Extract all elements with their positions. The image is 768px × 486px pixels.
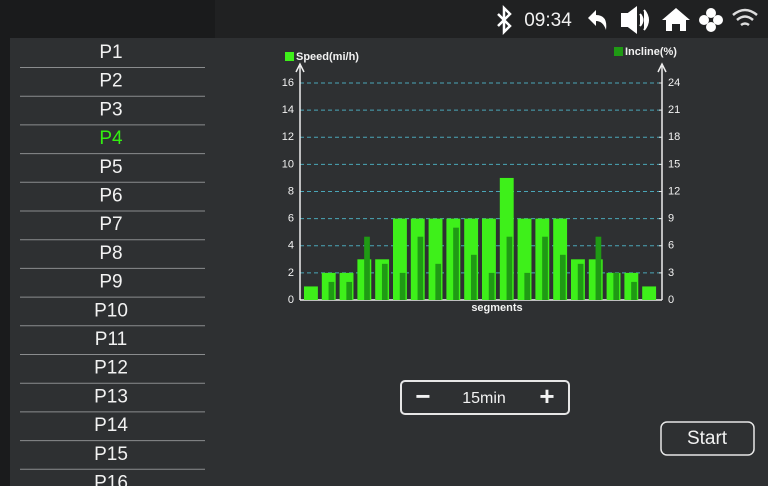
y-tick-label: 10 [282, 158, 294, 170]
fan-icon[interactable] [699, 8, 723, 32]
y2-tick-label: 21 [668, 104, 680, 116]
y2-tick-label: 18 [668, 131, 680, 143]
incline-bar [613, 272, 620, 300]
program-item[interactable]: P14 [94, 415, 128, 436]
bluetooth-icon [497, 4, 512, 36]
program-item[interactable]: P1 [99, 42, 122, 63]
incline-bar [595, 236, 602, 300]
y-tick-label: 2 [288, 267, 294, 279]
start-button[interactable] [660, 421, 755, 456]
wifi-icon [732, 8, 758, 27]
y2-axis-arrow [657, 62, 667, 73]
duration-box [400, 380, 570, 415]
incline-bar [435, 263, 442, 300]
y2-tick-label: 0 [668, 294, 674, 306]
clock: 09:34 [524, 10, 572, 31]
legend-label: Incline(%) [625, 46, 677, 58]
x-axis-label: segments [471, 302, 522, 314]
y-tick-label: 0 [288, 294, 294, 306]
home-icon[interactable] [662, 8, 690, 31]
y-tick-label: 16 [282, 77, 294, 89]
y-tick-label: 4 [288, 240, 294, 252]
incline-bar [577, 263, 584, 300]
incline-bar [488, 272, 495, 300]
incline-bar [453, 227, 459, 300]
program-item[interactable]: P15 [94, 444, 128, 465]
duration-value: 15min [462, 390, 506, 407]
y-tick-label: 12 [282, 131, 294, 143]
decrease-button[interactable]: − [415, 381, 430, 411]
y-tick-label: 8 [288, 185, 294, 197]
program-item[interactable]: P16 [94, 473, 128, 486]
incline-bar [470, 254, 477, 300]
incline-bar [346, 281, 353, 300]
legend-swatch [614, 47, 623, 56]
y2-tick-label: 15 [668, 158, 680, 170]
program-item[interactable]: P3 [99, 99, 122, 120]
program-item[interactable]: P10 [94, 300, 128, 321]
legend-swatch [285, 52, 294, 61]
incline-bar [524, 272, 531, 300]
program-item[interactable]: P5 [99, 157, 122, 178]
incline-bar [559, 254, 566, 300]
y-axis-arrow [295, 62, 305, 73]
incline-bar [381, 263, 388, 300]
speed-bar [642, 286, 657, 300]
program-item[interactable]: P11 [95, 329, 127, 350]
incline-bar [399, 272, 406, 300]
y2-tick-label: 3 [668, 267, 674, 279]
increase-button[interactable]: + [539, 381, 554, 411]
incline-bar [506, 236, 513, 300]
back-icon[interactable] [588, 10, 607, 30]
y2-tick-label: 24 [668, 77, 680, 89]
program-item[interactable]: P9 [99, 272, 122, 293]
y-tick-label: 14 [282, 104, 294, 116]
program-item[interactable]: P8 [99, 243, 122, 264]
y2-tick-label: 6 [668, 240, 674, 252]
incline-bar [364, 236, 370, 300]
program-item[interactable]: P4 [99, 128, 123, 149]
incline-bar [542, 236, 548, 300]
program-item[interactable]: P12 [94, 358, 128, 379]
volume-icon[interactable] [621, 6, 649, 34]
incline-bar [328, 281, 335, 300]
y-tick-label: 6 [288, 213, 294, 225]
incline-bar [631, 281, 637, 300]
start-label[interactable]: Start [687, 428, 728, 449]
program-item[interactable]: P13 [94, 386, 128, 407]
program-item[interactable]: P7 [99, 214, 122, 235]
incline-bar [417, 236, 424, 300]
legend-label: Speed(mi/h) [296, 51, 359, 63]
program-item[interactable]: P2 [99, 71, 122, 92]
y2-tick-label: 9 [668, 213, 674, 225]
program-item[interactable]: P6 [99, 186, 122, 207]
y2-tick-label: 12 [668, 185, 680, 197]
speed-bar [304, 286, 318, 300]
